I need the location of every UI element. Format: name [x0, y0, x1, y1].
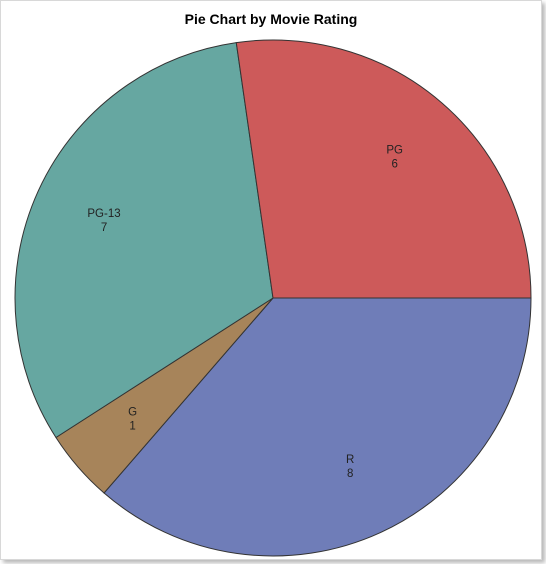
- slice-label-pg-13: PG-13: [87, 208, 120, 220]
- slice-value-pg: 6: [391, 159, 397, 171]
- pie-slice-pg: [235, 39, 532, 299]
- pie-chart: R 8 G 1 PG-13 7 PG 6: [14, 39, 532, 557]
- pie-slice-pg-13: [14, 42, 274, 439]
- pie-labels: R 8 G 1 PG-13 7 PG 6: [87, 145, 403, 480]
- slice-label-r: R: [346, 454, 354, 466]
- slice-label-pg: PG: [386, 145, 403, 157]
- slice-value-pg-13: 7: [101, 222, 107, 234]
- pie-slices: [14, 39, 532, 557]
- slice-value-g: 1: [129, 421, 135, 433]
- slice-label-g: G: [128, 407, 137, 419]
- chart-title: Pie Chart by Movie Rating: [184, 11, 358, 27]
- pie-slice-r: [103, 297, 532, 557]
- slice-value-r: 8: [347, 468, 353, 480]
